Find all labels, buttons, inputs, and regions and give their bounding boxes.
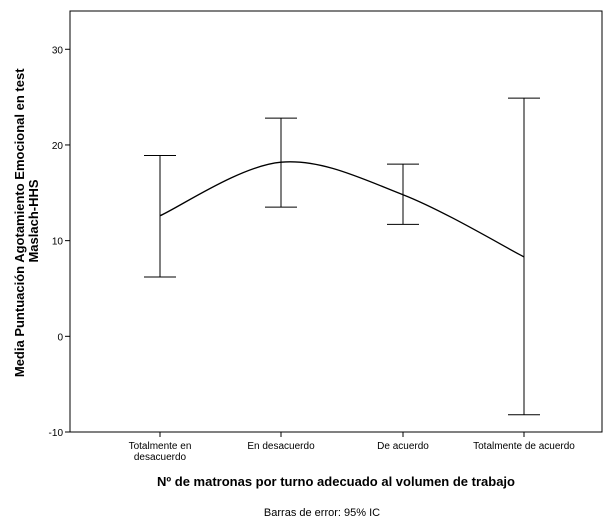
y-tick-label: 0 <box>57 332 63 343</box>
y-tick-label: -10 <box>49 428 64 439</box>
x-tick-label-line: Totalmente en <box>129 441 192 452</box>
x-axis-ticks: Totalmente en desacuerdo En desacuerdo De a… <box>129 432 575 463</box>
y-axis-title-line-1: Media Puntuación Agotamiento Emocional e… <box>12 68 27 377</box>
x-tick-label-line: De acuerdo <box>377 441 429 452</box>
x-tick-label-line: desacuerdo <box>134 452 187 463</box>
x-axis-title: Nº de matronas por turno adecuado al vol… <box>157 474 515 489</box>
x-tick-label: Totalmente de acuerdo <box>473 441 575 452</box>
x-tick-label: De acuerdo <box>377 441 429 452</box>
y-tick-label: 20 <box>52 141 64 152</box>
y-axis-title: Media Puntuación Agotamiento Emocional e… <box>12 65 41 377</box>
plot-area <box>69 10 603 433</box>
x-tick-label-line: Totalmente de acuerdo <box>473 441 575 452</box>
x-tick-label-line: En desacuerdo <box>247 441 315 452</box>
y-tick-label: 10 <box>52 237 64 248</box>
y-axis-title-line-2: Maslach-HHS <box>26 179 41 262</box>
mean-line <box>159 161 525 258</box>
error-bar-footnote: Barras de error: 95% IC <box>264 507 380 519</box>
chart-marks <box>144 97 540 416</box>
y-axis-ticks: -10 0 10 20 30 <box>49 45 70 439</box>
x-tick-label: Totalmente en desacuerdo <box>129 441 192 463</box>
x-tick-label: En desacuerdo <box>247 441 315 452</box>
y-tick-label: 30 <box>52 45 64 56</box>
